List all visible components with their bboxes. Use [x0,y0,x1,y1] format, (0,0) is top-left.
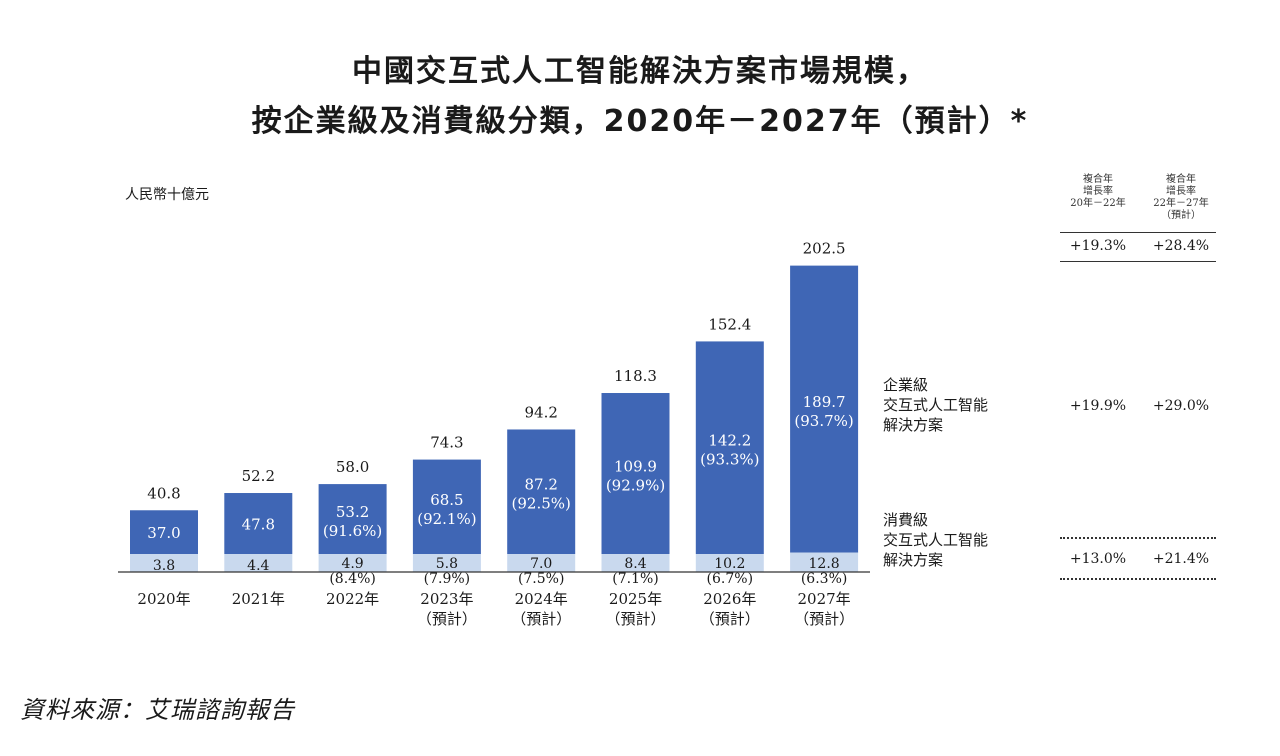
cagr-header-a-line3: 20年－22年 [1070,198,1126,209]
category-sub-label-5: （預計） [605,610,665,628]
legend-consumer-line1: 消費級 [883,511,929,529]
cagr-header-b-line3: 22年－27年 [1153,198,1209,209]
category-label-4: 2024年 [515,590,568,608]
enterprise-value-label-2: 53.2 [336,503,369,521]
consumer-value-label-4: 7.0 [530,556,552,572]
enterprise-value-label-1: 47.8 [242,516,275,534]
cagr-header-2022-2027: 複合年 增長率 22年－27年 （預計） [1136,174,1226,222]
category-label-1: 2021年 [232,590,285,608]
source-note: 資料來源：艾瑞諮詢報告 [20,696,295,724]
bar-enterprise-0 [130,510,198,554]
cagr-header-b-line4: （預計） [1161,210,1201,221]
bar-enterprise-7 [790,265,859,553]
consumer-share-label-3: (7.9%) [424,571,471,587]
cagr-enterprise-2022-2027: +29.0% [1152,398,1210,414]
cagr-consumer-rule-top [1060,537,1216,539]
bar-consumer-6 [695,554,764,572]
cagr-header-a-line2: 增長率 [1083,186,1113,197]
category-label-3: 2023年 [420,590,473,608]
consumer-value-label-2: 4.9 [341,556,363,572]
bar-enterprise-2 [318,484,387,554]
legend-consumer-line3: 解決方案 [883,551,944,569]
cagr-header-rule [1060,232,1216,233]
enterprise-value-label-3: 68.5 [430,491,463,509]
consumer-share-label-6: (6.7%) [707,571,754,587]
enterprise-share-label-7: (93.7%) [794,412,853,430]
legend-enterprise-line3: 解決方案 [883,416,944,434]
cagr-header-b-line2: 增長率 [1166,186,1196,197]
consumer-value-label-1: 4.4 [247,558,269,574]
total-label-3: 74.3 [430,434,463,452]
total-label-4: 94.2 [524,403,557,421]
enterprise-share-label-5: (92.9%) [606,477,665,495]
consumer-value-label-0: 3.8 [153,558,175,574]
enterprise-value-label-7: 189.7 [803,393,846,411]
legend-enterprise: 企業級 交互式人工智能 解決方案 [883,375,1023,435]
consumer-share-label-4: (7.5%) [518,571,565,587]
bar-consumer-5 [601,554,670,572]
total-label-6: 152.4 [708,315,751,333]
category-label-2: 2022年 [326,590,379,608]
category-sub-label-3: （預計） [417,610,477,628]
consumer-share-label-2: (8.4%) [329,571,376,587]
consumer-value-label-6: 10.2 [714,556,745,572]
category-sub-label-6: （預計） [700,610,760,628]
cagr-header-2020-2022: 複合年 增長率 20年－22年 [1053,174,1143,210]
enterprise-share-label-2: (91.6%) [323,522,382,540]
chart-title-line2: 按企業級及消費級分類，2020年－2027年（預計）* [251,104,1029,139]
chart-title-line1: 中國交互式人工智能解決方案市場規模， [352,54,928,89]
cagr-consumer-2020-2022: +13.0% [1069,551,1127,567]
consumer-value-label-5: 8.4 [624,556,646,572]
cagr-consumer-rule-bottom [1060,578,1216,580]
cagr-total-2022-2027: +28.4% [1152,238,1210,254]
consumer-value-label-7: 12.8 [809,556,840,572]
legend-enterprise-line2: 交互式人工智能 [883,396,989,414]
enterprise-value-label-6: 142.2 [708,432,751,450]
enterprise-value-label-5: 109.9 [614,458,657,476]
bar-enterprise-5 [601,393,670,554]
legend-consumer: 消費級 交互式人工智能 解決方案 [883,510,1023,570]
total-label-2: 58.0 [336,458,369,476]
enterprise-value-label-4: 87.2 [524,476,557,494]
bar-enterprise-6 [695,341,764,554]
consumer-share-label-5: (7.1%) [612,571,659,587]
category-sub-label-7: （預計） [794,610,854,628]
legend-consumer-line2: 交互式人工智能 [883,531,989,549]
bar-enterprise-4 [507,429,576,554]
bar-consumer-7 [790,552,859,572]
category-sub-label-4: （預計） [511,610,571,628]
category-label-6: 2026年 [703,590,756,608]
enterprise-share-label-4: (92.5%) [512,495,571,513]
category-label-5: 2025年 [609,590,662,608]
category-label-0: 2020年 [137,590,190,608]
enterprise-share-label-6: (93.3%) [700,451,759,469]
bar-enterprise-1 [224,493,293,554]
cagr-header-b-line1: 複合年 [1166,174,1196,185]
bar-consumer-3 [412,554,481,572]
consumer-value-label-3: 5.8 [436,556,458,572]
bar-consumer-0 [130,554,198,572]
bar-enterprise-3 [412,459,481,554]
bar-consumer-1 [224,554,293,572]
cagr-enterprise-2020-2022: +19.9% [1069,398,1127,414]
bar-consumer-2 [318,554,387,572]
cagr-header-a-line1: 複合年 [1083,174,1113,185]
cagr-total-2020-2022: +19.3% [1069,238,1127,254]
cagr-total-rule [1060,261,1216,262]
y-axis-unit-label: 人民幣十億元 [125,187,209,203]
total-label-0: 40.8 [147,484,180,502]
category-label-7: 2027年 [798,590,851,608]
bar-consumer-4 [507,554,576,572]
cagr-consumer-2022-2027: +21.4% [1152,551,1210,567]
total-label-5: 118.3 [614,367,657,385]
legend-enterprise-line1: 企業級 [883,376,929,394]
consumer-share-label-7: (6.3%) [801,571,848,587]
enterprise-value-label-0: 37.0 [147,524,180,542]
total-label-1: 52.2 [242,467,275,485]
enterprise-share-label-3: (92.1%) [417,510,476,528]
total-label-7: 202.5 [803,240,846,258]
